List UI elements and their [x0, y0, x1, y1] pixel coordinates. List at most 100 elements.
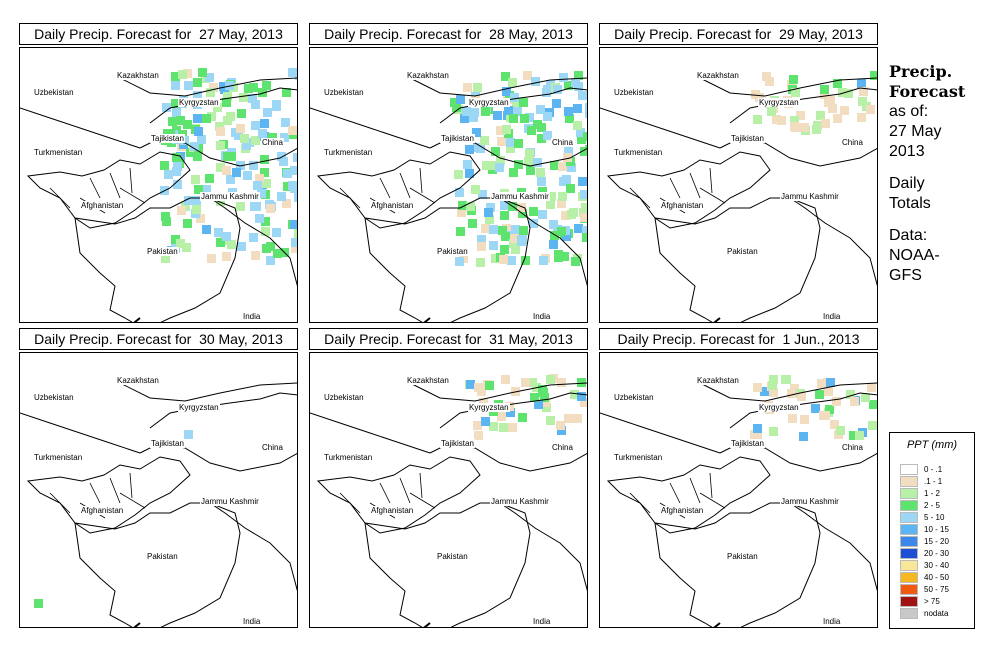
map-label-tajikistan: Tajikistan — [150, 439, 185, 448]
precip-cell — [833, 114, 842, 123]
precip-cell — [549, 240, 558, 249]
precip-cell — [800, 415, 809, 424]
legend-swatch — [900, 583, 918, 595]
forecast-panel: Daily Precip. Forecast for 1 Jun., 2013 … — [599, 328, 878, 628]
precip-cell — [489, 422, 498, 431]
precip-cell — [796, 111, 805, 120]
precip-cell — [570, 390, 579, 399]
legend-label: 30 - 40 — [924, 560, 949, 570]
precip-cell — [760, 387, 769, 396]
map-label-jammu: Jammu Kashmir — [490, 497, 550, 506]
legend-item: 20 - 30 — [900, 547, 949, 559]
precip-cell — [790, 122, 799, 131]
precip-cell — [226, 175, 235, 184]
precip-cell — [519, 98, 528, 107]
legend-item: 50 - 75 — [900, 583, 949, 595]
precip-cell — [176, 239, 185, 248]
precip-cell — [552, 99, 561, 108]
precip-cell — [580, 398, 587, 407]
precip-cell — [567, 210, 576, 219]
precip-cell — [497, 137, 506, 146]
map-label-uzbekistan: Uzbekistan — [323, 88, 365, 97]
precip-cell — [161, 212, 170, 221]
precip-cell — [521, 256, 530, 265]
precip-cell — [573, 104, 582, 113]
precip-cell — [539, 256, 548, 265]
precip-cell — [772, 115, 781, 124]
map-label-jammu: Jammu Kashmir — [490, 192, 550, 201]
precip-cell — [559, 73, 568, 82]
precip-cell — [576, 128, 585, 137]
legend-item: > 75 — [900, 595, 949, 607]
precip-cell — [543, 85, 552, 94]
precip-cell — [507, 256, 516, 265]
precip-cell — [567, 163, 576, 172]
precip-cell — [580, 147, 587, 156]
precip-cell — [481, 107, 490, 116]
precip-cell — [491, 254, 500, 263]
legend-label: 1 - 2 — [924, 488, 941, 498]
precip-cell — [511, 225, 520, 234]
precip-cell — [826, 96, 835, 105]
precip-cell — [557, 227, 566, 236]
precip-cell — [258, 129, 267, 138]
precip-cell — [800, 123, 809, 132]
precip-cell — [850, 397, 859, 406]
legend-label: 5 - 10 — [924, 512, 945, 522]
precip-cell — [255, 214, 264, 223]
precip-cell — [240, 134, 249, 143]
precip-cell — [510, 93, 519, 102]
map-label-afghanistan: Afghanistan — [370, 506, 415, 515]
precip-cell — [194, 185, 203, 194]
forecast-panel: Daily Precip. Forecast for 28 May, 2013 … — [309, 23, 588, 323]
precip-cell — [182, 243, 191, 252]
precip-cell — [216, 127, 225, 136]
precip-cell — [534, 400, 543, 409]
map-label-afghanistan: Afghanistan — [660, 201, 705, 210]
precip-cell — [577, 378, 586, 387]
precip-cell — [765, 77, 774, 86]
precip-cell — [836, 426, 845, 435]
map-label-turkmenistan: Turkmenistan — [613, 148, 664, 157]
map-label-kyrgyzstan: Kyrgyzstan — [758, 403, 800, 412]
legend-item: 1 - 2 — [900, 487, 949, 499]
precip-cell — [523, 71, 532, 80]
map-label-turkmenistan: Turkmenistan — [613, 453, 664, 462]
precip-cell — [454, 170, 463, 179]
precip-cell — [485, 215, 494, 224]
precip-cell — [861, 393, 870, 402]
precip-cell — [245, 138, 254, 147]
precip-cell — [557, 199, 566, 208]
precip-cell — [565, 114, 574, 123]
precip-cell — [858, 97, 867, 106]
precip-cell — [477, 242, 486, 251]
precip-cell — [192, 205, 201, 214]
precip-cell — [176, 116, 185, 125]
map-label-india: India — [532, 312, 552, 321]
precip-cell — [481, 417, 490, 426]
precip-cell — [513, 107, 522, 116]
precip-cell — [468, 219, 477, 228]
precip-cell — [559, 177, 568, 186]
precip-cell — [243, 171, 252, 180]
forecast-panel: Daily Precip. Forecast for 29 May, 2013 … — [599, 23, 878, 323]
precip-cell — [537, 134, 546, 143]
map-label-kazakhstan: Kazakhstan — [406, 71, 450, 80]
precip-cell — [509, 239, 518, 248]
precip-cell — [268, 133, 277, 142]
map-label-turkmenistan: Turkmenistan — [33, 148, 84, 157]
precip-cell — [769, 427, 778, 436]
precip-cell — [283, 169, 292, 178]
precip-cell — [543, 131, 552, 140]
precip-cell — [251, 136, 260, 145]
precip-cell — [482, 161, 491, 170]
precip-cell — [550, 161, 559, 170]
precip-cell — [172, 108, 181, 117]
precip-cell — [787, 389, 796, 398]
precip-cell — [830, 420, 839, 429]
precip-cell — [196, 214, 205, 223]
precip-cell — [500, 245, 509, 254]
precip-cell — [496, 126, 505, 135]
precip-cell — [253, 181, 262, 190]
precip-cell — [530, 393, 539, 402]
